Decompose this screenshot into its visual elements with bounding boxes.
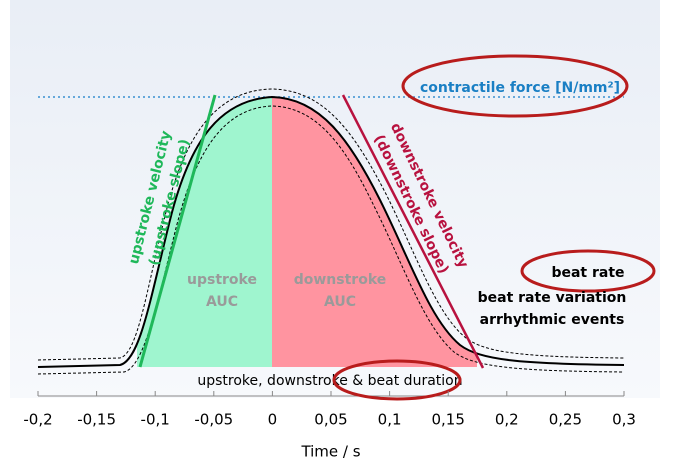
upper-envelope — [37, 88, 625, 361]
x-tick-label: 0,25 — [549, 411, 582, 429]
beat-curve — [37, 95, 625, 368]
lower-envelope — [37, 105, 625, 375]
duration-label: upstroke, downstroke & beat duration — [197, 373, 462, 389]
highlight-ellipse — [520, 249, 656, 293]
x-tick-label: 0,2 — [495, 411, 519, 429]
beat-rate-variation-label: beat rate variation — [478, 290, 627, 306]
x-tick-label: -0,2 — [23, 411, 52, 429]
contractile-force-label: contractile force [N/mm²] — [420, 80, 620, 96]
x-tick-label: 0,3 — [612, 411, 636, 429]
downstroke-auc-label: AUC — [324, 294, 356, 310]
arrhythmic-events-label: arrhythmic events — [480, 312, 625, 328]
downstroke-auc-label: downstroke — [294, 272, 387, 288]
beat-rate-label: beat rate — [551, 265, 624, 281]
highlight-ellipse — [332, 359, 462, 401]
downstroke-area — [272, 97, 477, 367]
highlight-ellipse — [401, 54, 629, 118]
x-tick-label: -0,15 — [77, 411, 116, 429]
upstroke-tangent — [138, 94, 217, 368]
beat-curve-group — [37, 88, 625, 375]
x-tick-label: -0,05 — [194, 411, 233, 429]
downstroke-tangent — [341, 94, 485, 369]
x-tick-label: 0,1 — [378, 411, 402, 429]
x-tick-label: 0 — [268, 411, 278, 429]
x-axis-title: Time / s — [300, 443, 360, 461]
upstroke-area — [137, 97, 272, 367]
upstroke-auc-label: upstroke — [187, 272, 257, 288]
upstroke-auc-label: AUC — [206, 294, 238, 310]
x-tick-label: -0,1 — [141, 411, 170, 429]
x-tick-label: 0,15 — [431, 411, 464, 429]
x-tick-label: 0,05 — [314, 411, 347, 429]
